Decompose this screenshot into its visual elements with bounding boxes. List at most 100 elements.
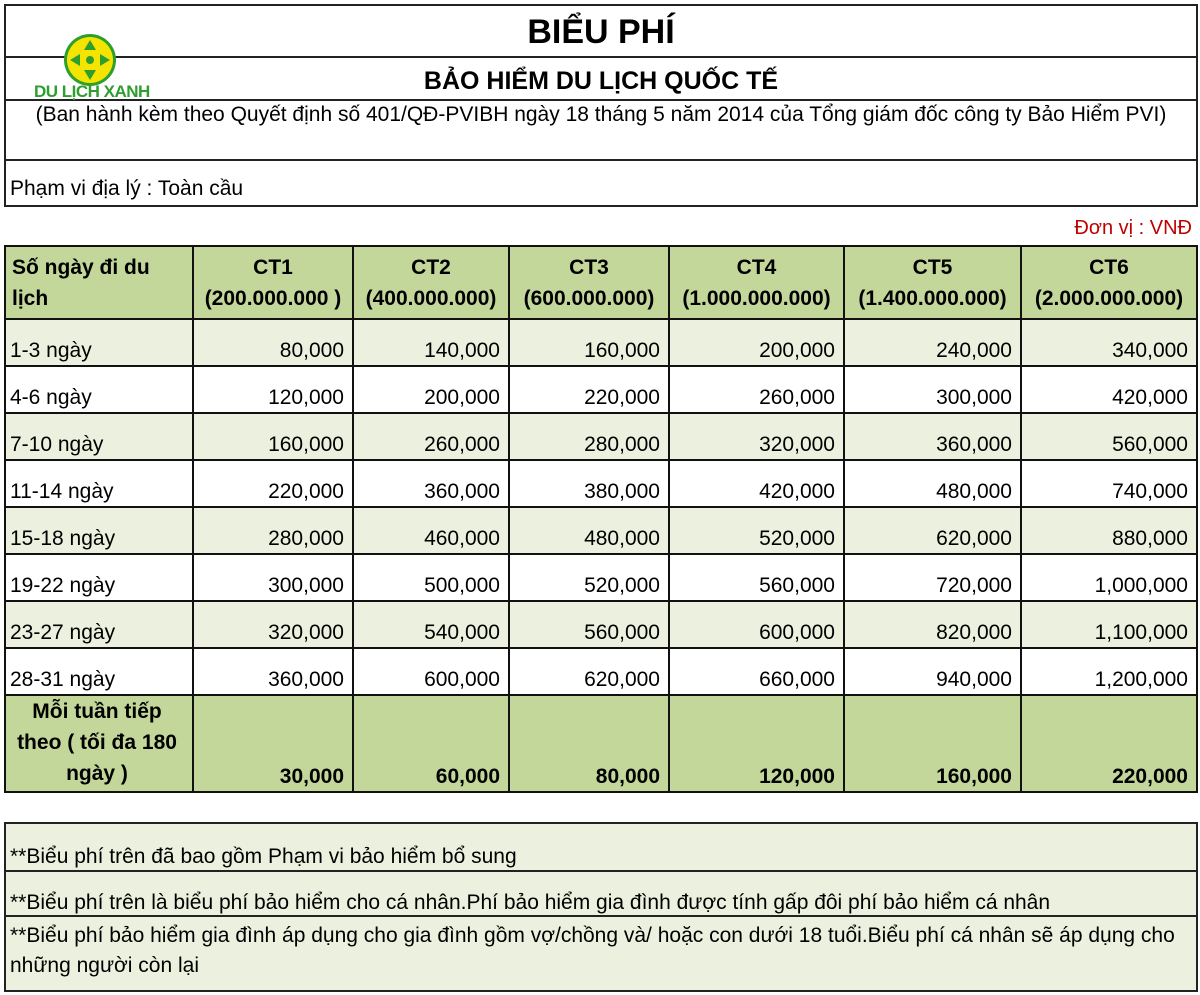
note: **Biểu phí trên là biểu phí bảo hiểm cho… [6, 872, 1196, 917]
row-label: 23-27 ngày [4, 600, 194, 649]
premium-cell: 160,000 [192, 412, 354, 461]
column-header: CT1 (200.000.000 ) [192, 245, 354, 320]
plan-name: CT1 [253, 255, 293, 279]
row-label: 7-10 ngày [4, 412, 194, 461]
plan-amount: (600.000.000) [523, 286, 655, 310]
row-label: 4-6 ngày [4, 365, 194, 414]
premium-cell: 220,000 [1020, 694, 1198, 793]
column-header: CT2 (400.000.000) [352, 245, 510, 320]
premium-cell: 120,000 [192, 365, 354, 414]
premium-cell: 520,000 [668, 506, 845, 555]
premium-cell: 560,000 [1020, 412, 1198, 461]
premium-cell: 620,000 [508, 647, 670, 696]
premium-cell: 260,000 [668, 365, 845, 414]
premium-cell: 620,000 [843, 506, 1022, 555]
premium-cell: 320,000 [192, 600, 354, 649]
premium-cell: 140,000 [352, 318, 510, 367]
premium-cell: 520,000 [508, 553, 670, 602]
plan-name: CT5 [912, 255, 953, 279]
premium-cell: 720,000 [843, 553, 1022, 602]
row-label: 28-31 ngày [4, 647, 194, 696]
premium-cell: 500,000 [352, 553, 510, 602]
note: **Biểu phí bảo hiểm gia đình áp dụng cho… [10, 924, 1175, 977]
premium-cell: 200,000 [352, 365, 510, 414]
premium-cell: 360,000 [192, 647, 354, 696]
row-label: 1-3 ngày [4, 318, 194, 367]
premium-cell: 360,000 [843, 412, 1022, 461]
premium-cell: 240,000 [843, 318, 1022, 367]
plan-name: CT6 [1089, 255, 1129, 279]
premium-cell: 340,000 [1020, 318, 1198, 367]
logo: DU LỊCH XANH [30, 32, 150, 104]
page-title: BIỂU PHÍ [6, 6, 1196, 58]
table-row: 28-31 ngày 360,000 600,000 620,000 660,000 94… [4, 647, 1198, 696]
column-header: CT5 (1.400.000.000) [843, 245, 1022, 320]
premium-cell: 740,000 [1020, 459, 1198, 508]
premium-cell: 120,000 [668, 694, 845, 793]
premium-cell: 300,000 [843, 365, 1022, 414]
premium-cell: 320,000 [668, 412, 845, 461]
premium-cell: 880,000 [1020, 506, 1198, 555]
column-header: CT6 (2.000.000.000) [1020, 245, 1198, 320]
row-label: 11-14 ngày [4, 459, 194, 508]
premium-cell: 540,000 [352, 600, 510, 649]
table-row: 4-6 ngày 120,000 200,000 220,000 260,000 300,… [4, 365, 1198, 414]
column-header: CT4 (1.000.000.000) [668, 245, 845, 320]
table-row: Mỗi tuần tiếp theo ( tối đa 180 ngày ) 30… [4, 694, 1198, 793]
premium-cell: 30,000 [192, 694, 354, 793]
plan-amount: (200.000.000 ) [204, 286, 342, 310]
currency-unit: Đơn vị : VNĐ [1074, 217, 1192, 239]
table-row: 23-27 ngày 320,000 540,000 560,000 600,000 82… [4, 600, 1198, 649]
plan-name: CT4 [736, 255, 777, 279]
premium-cell: 820,000 [843, 600, 1022, 649]
table-row: 7-10 ngày 160,000 260,000 280,000 320,000 360… [4, 412, 1198, 461]
geographic-scope: Phạm vi địa lý : Toàn cầu [10, 177, 244, 200]
premium-cell: 280,000 [192, 506, 354, 555]
premium-cell: 1,100,000 [1020, 600, 1198, 649]
table-row: 15-18 ngày 280,000 460,000 480,000 520,000 62… [4, 506, 1198, 555]
premium-cell: 480,000 [508, 506, 670, 555]
decision-note: (Ban hành kèm theo Quyết định số 401/QĐ-… [6, 101, 1196, 161]
premium-cell: 280,000 [508, 412, 670, 461]
premium-cell: 380,000 [508, 459, 670, 508]
plan-amount: (1.000.000.000) [682, 286, 831, 310]
premium-cell: 160,000 [508, 318, 670, 367]
premium-cell: 1,200,000 [1020, 647, 1198, 696]
premium-cell: 260,000 [352, 412, 510, 461]
days-header: Số ngày đi du lịch [4, 245, 194, 320]
premium-cell: 220,000 [508, 365, 670, 414]
premium-cell: 600,000 [668, 600, 845, 649]
premium-cell: 1,000,000 [1020, 553, 1198, 602]
row-label: 19-22 ngày [4, 553, 194, 602]
premium-cell: 560,000 [668, 553, 845, 602]
premium-cell: 80,000 [508, 694, 670, 793]
plan-amount: (2.000.000.000) [1034, 286, 1184, 310]
premium-cell: 360,000 [352, 459, 510, 508]
plan-name: CT2 [411, 255, 451, 279]
table-row: 11-14 ngày 220,000 360,000 380,000 420,000 48… [4, 459, 1198, 508]
notes-box: **Biểu phí trên đã bao gồm Phạm vi bảo h… [4, 822, 1198, 992]
premium-cell: 560,000 [508, 600, 670, 649]
plan-amount: (400.000.000) [365, 286, 497, 310]
plan-amount: (1.400.000.000) [858, 286, 1007, 310]
premium-cell: 220,000 [192, 459, 354, 508]
premium-cell: 460,000 [352, 506, 510, 555]
table-row: 19-22 ngày 300,000 500,000 520,000 560,000 72… [4, 553, 1198, 602]
row-label: Mỗi tuần tiếp theo ( tối đa 180 ngày ) [4, 694, 194, 793]
page-subtitle: BẢO HIỂM DU LỊCH QUỐC TẾ [6, 58, 1196, 101]
row-label: 15-18 ngày [4, 506, 194, 555]
premium-cell: 300,000 [192, 553, 354, 602]
premium-table: Số ngày đi du lịch CT1 (200.000.000 ) CT2… [4, 245, 1198, 793]
plan-name: CT3 [569, 255, 609, 279]
note: **Biểu phí trên đã bao gồm Phạm vi bảo h… [6, 824, 1196, 872]
header-box: BIỂU PHÍ BẢO HIỂM DU LỊCH QUỐC TẾ (Ban h… [4, 4, 1198, 207]
table-row: 1-3 ngày 80,000 140,000 160,000 200,000 240,0… [4, 318, 1198, 367]
premium-cell: 600,000 [352, 647, 510, 696]
logo-text: DU LỊCH XANH [34, 82, 150, 101]
premium-cell: 420,000 [668, 459, 845, 508]
premium-cell: 940,000 [843, 647, 1022, 696]
premium-cell: 480,000 [843, 459, 1022, 508]
table-header-row: Số ngày đi du lịch CT1 (200.000.000 ) CT2… [4, 245, 1198, 320]
premium-cell: 160,000 [843, 694, 1022, 793]
premium-cell: 60,000 [352, 694, 510, 793]
